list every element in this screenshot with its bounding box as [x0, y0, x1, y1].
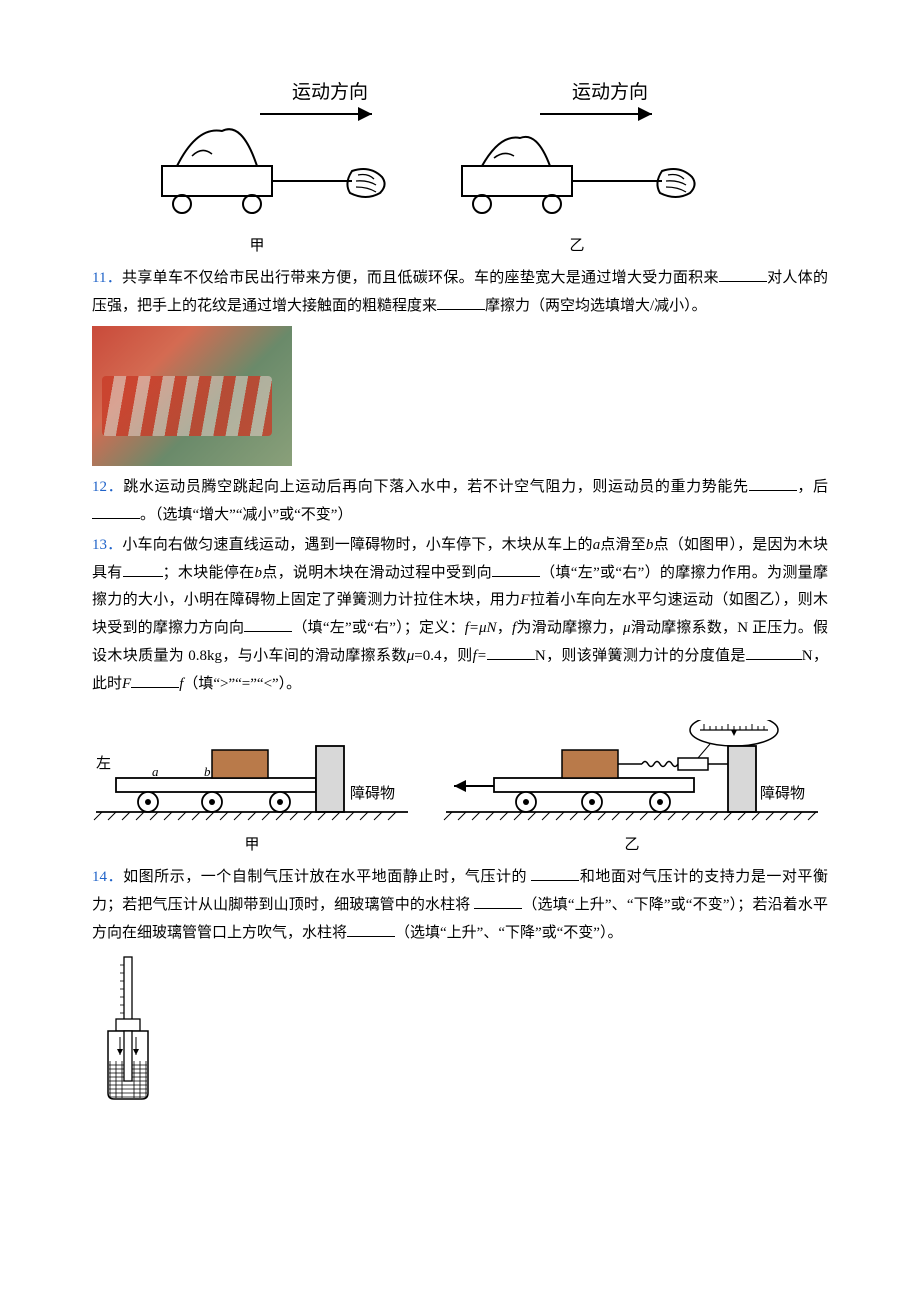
q12-blank-2[interactable] — [92, 503, 140, 519]
q11-text: 11．共享单车不仅给市民出行带来方便，而且低碳环保。车的座垫宽大是通过增大受力面… — [92, 265, 828, 321]
q14-blank-3[interactable] — [347, 921, 395, 937]
obstacle-label-left: 障碍物 — [350, 784, 395, 802]
q12-part-c: 。（选填“增大”“减小”或“不变”） — [140, 507, 352, 523]
q13-t4: ；木块能停在 — [163, 565, 255, 581]
figure-mid-caption-left: 甲 — [244, 832, 259, 860]
cart-sand-right-svg: 运动方向 — [422, 76, 732, 231]
figure-mid-right: 障碍物 乙 — [442, 720, 822, 860]
q13-eq: f=μN — [465, 620, 497, 636]
q13-F: F — [520, 592, 529, 608]
obstacle-label-right: 障碍物 — [760, 784, 805, 802]
figure-mid: 左 右 a b 障碍物 甲 — [92, 720, 828, 860]
cart-obstacle-left-svg: 左 右 a b 障碍物 — [92, 720, 412, 830]
q13-mu: μ — [623, 620, 631, 636]
q11-blank-1[interactable] — [719, 266, 767, 282]
q12-blank-1[interactable] — [749, 475, 797, 491]
q13-f2: f= — [473, 648, 487, 664]
q12-text: 12．跳水运动员腾空跳起向上运动后再向下落入水中，若不计空气阻力，则运动员的重力… — [92, 474, 828, 530]
figure-top-left: 运动方向 甲 — [102, 76, 412, 261]
q13-t9: ， — [497, 620, 512, 636]
motion-label-right: 运动方向 — [572, 81, 648, 103]
q13-t1: 小车向右做匀速直线运动，遇到一障碍物时，小车停下，木块从车上的 — [122, 537, 592, 553]
q14-blank-2[interactable] — [474, 893, 522, 909]
figure-top-right: 运动方向 乙 — [422, 76, 732, 261]
figure-mid-left: 左 右 a b 障碍物 甲 — [92, 720, 412, 860]
q13-b2: b — [254, 565, 262, 581]
cart-sand-left-svg: 运动方向 — [102, 76, 412, 231]
q14-blank-1[interactable] — [531, 865, 579, 881]
label-left: 左 — [96, 755, 111, 772]
q13-blank-5[interactable] — [746, 644, 802, 660]
label-a: a — [152, 764, 159, 779]
q13-t15: （填“>”“=”“<”）。 — [183, 676, 301, 692]
figure-top-caption-left: 甲 — [249, 233, 264, 261]
q13-t12: =0.4，则 — [414, 648, 472, 664]
motion-label-left: 运动方向 — [292, 81, 368, 103]
q13-t10: 为滑动摩擦力， — [516, 620, 623, 636]
figure-top: 运动方向 甲 运动方向 — [92, 76, 828, 261]
cart-obstacle-right-svg: 障碍物 — [442, 720, 822, 830]
q13-blank-4[interactable] — [487, 644, 535, 660]
q13-t2: 点滑至 — [600, 537, 646, 553]
barometer-svg — [92, 953, 164, 1103]
q12-number: 12． — [92, 479, 123, 495]
q12-part-a: 跳水运动员腾空跳起向上运动后再向下落入水中，若不计空气阻力，则运动员的重力势能先 — [123, 479, 748, 495]
q14-t4: （选填“上升”、“下降”或“不变”）。 — [395, 925, 622, 941]
figure-bottom — [92, 953, 828, 1103]
q13-text: 13．小车向右做匀速直线运动，遇到一障碍物时，小车停下，木块从车上的a点滑至b点… — [92, 532, 828, 699]
q13-blank-3[interactable] — [244, 616, 292, 632]
figure-mid-caption-right: 乙 — [624, 832, 639, 860]
q13-F2: F — [122, 676, 131, 692]
q13-blank-2[interactable] — [492, 561, 540, 577]
figure-top-caption-right: 乙 — [569, 233, 584, 261]
q13-number: 13． — [92, 537, 122, 553]
q13-t8: （填“左”或“右”）；定义： — [292, 620, 464, 636]
q12-part-b: ，后 — [797, 479, 828, 495]
q11-photo — [92, 326, 292, 466]
q14-t1: 如图所示，一个自制气压计放在水平地面静止时，气压计的 — [123, 869, 531, 885]
q13-t5: 点，说明木块在滑动过程中受到向 — [262, 565, 492, 581]
q11-part-c: 摩擦力（两空均选填增大/减小）。 — [485, 298, 707, 314]
q11-number: 11． — [92, 270, 122, 286]
q13-t13: N，则该弹簧测力计的分度值是 — [535, 648, 746, 664]
q14-text: 14．如图所示，一个自制气压计放在水平地面静止时，气压计的 和地面对气压计的支持… — [92, 864, 828, 947]
q13-blank-1[interactable] — [123, 561, 163, 577]
label-b: b — [204, 764, 211, 779]
q13-blank-6[interactable] — [131, 672, 179, 688]
q11-part-a: 共享单车不仅给市民出行带来方便，而且低碳环保。车的座垫宽大是通过增大受力面积来 — [122, 270, 719, 286]
q14-number: 14． — [92, 869, 123, 885]
q11-blank-2[interactable] — [437, 294, 485, 310]
